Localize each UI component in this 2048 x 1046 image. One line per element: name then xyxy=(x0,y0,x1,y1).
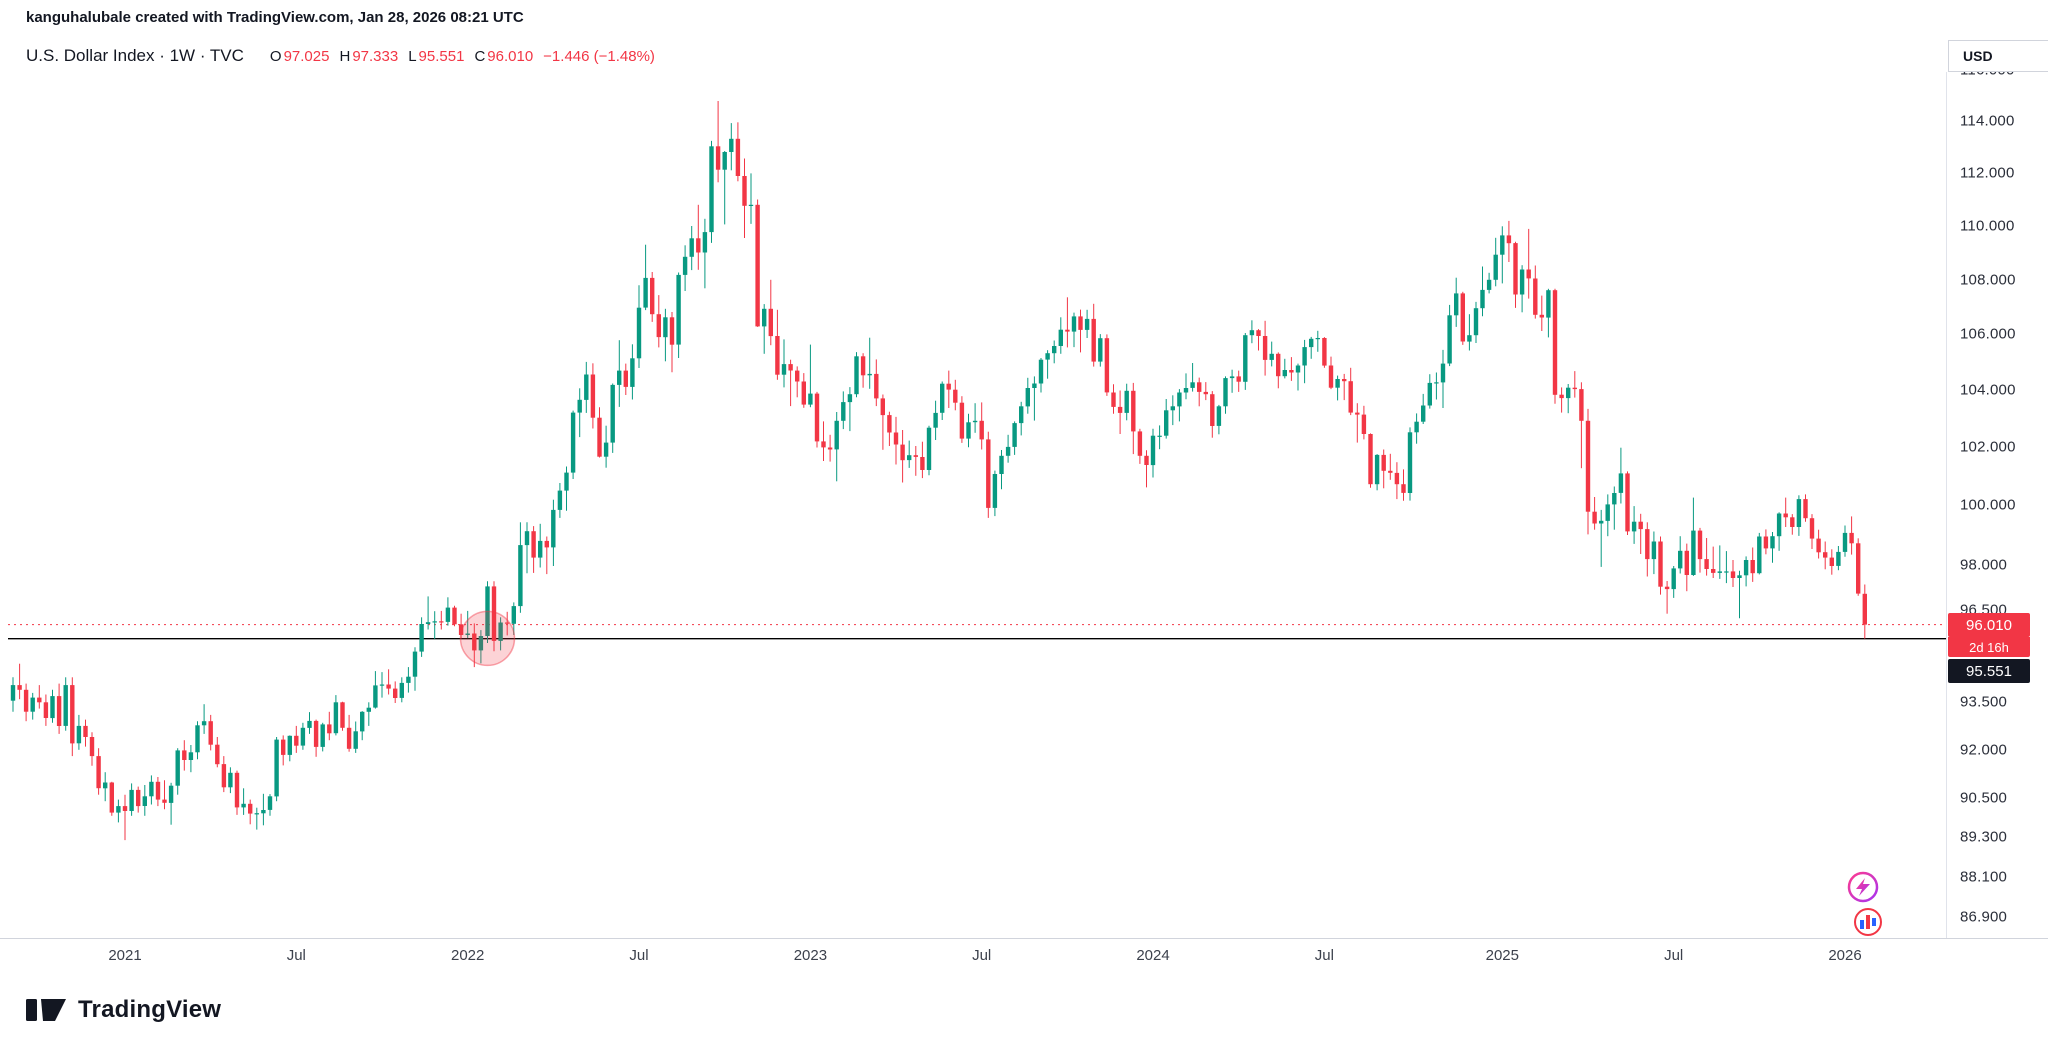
open-label: O xyxy=(269,47,282,65)
time-tick: 2021 xyxy=(108,947,142,964)
price-tick: 86.900 xyxy=(1960,908,2008,926)
horizontal-line-badge-text: 95.551 xyxy=(1966,662,2012,680)
brand-wordmark: TradingView xyxy=(78,996,222,1023)
time-axis-separator xyxy=(0,938,2048,939)
countdown-text: 2d 16h xyxy=(1969,639,2009,655)
price-scale-currency[interactable]: USD xyxy=(1948,40,2048,72)
time-tick: 2023 xyxy=(793,947,828,964)
attribution-text: kanguhalubale created with TradingView.c… xyxy=(26,9,524,26)
time-tick: 2022 xyxy=(451,947,485,964)
time-tick: 2026 xyxy=(1828,947,1862,964)
horizontal-line-badge: 95.551 xyxy=(1948,659,2030,683)
price-tick: 88.100 xyxy=(1960,868,2008,886)
time-tick: 2024 xyxy=(1136,947,1170,964)
time-tick: Jul xyxy=(1314,947,1334,964)
time-tick: Jul xyxy=(286,947,306,964)
price-tick: 98.000 xyxy=(1960,556,2008,573)
price-tick: 93.500 xyxy=(1960,693,2008,711)
price-tick: 89.300 xyxy=(1960,828,2008,846)
symbol-info-bar: U.S. Dollar Index · 1W · TVC O 97.025 H … xyxy=(26,40,655,72)
close-label: C xyxy=(474,47,486,65)
time-tick: Jul xyxy=(972,947,992,964)
current-price-badge-text: 96.010 xyxy=(1966,616,2012,634)
lightning-icon[interactable] xyxy=(1846,870,1880,904)
price-tick: 114.000 xyxy=(1960,112,2015,130)
candles xyxy=(10,101,1867,841)
time-tick: Jul xyxy=(629,947,649,964)
change-value: −1.446 (−1.48%) xyxy=(543,47,655,65)
price-tick: 106.000 xyxy=(1960,325,2016,343)
price-tick: 108.000 xyxy=(1960,271,2016,289)
low-value: 95.551 xyxy=(418,47,465,65)
price-tick: 102.000 xyxy=(1960,438,2016,456)
current-price-badge: 96.010 xyxy=(1948,613,2030,637)
time-tick: Jul xyxy=(1664,947,1684,964)
circle-annotation[interactable] xyxy=(459,610,516,667)
price-tick: 92.000 xyxy=(1960,741,2008,759)
high-value: 97.333 xyxy=(352,47,399,65)
price-tick: 90.500 xyxy=(1960,789,2008,807)
price-axis-separator xyxy=(1946,72,1947,938)
footer-brand[interactable]: TradingView xyxy=(24,992,221,1028)
candle-countdown-badge: 2d 16h xyxy=(1948,637,2030,657)
high-label: H xyxy=(339,47,351,65)
attribution-bar: kanguhalubale created with TradingView.c… xyxy=(26,9,524,26)
price-tick: 112.000 xyxy=(1960,164,2015,182)
price-tick: 100.000 xyxy=(1960,496,2016,514)
chart-sticker-icon[interactable] xyxy=(1852,906,1884,938)
time-tick: 2025 xyxy=(1485,947,1519,964)
symbol-title[interactable]: U.S. Dollar Index · 1W · TVC xyxy=(26,46,244,65)
close-value: 96.010 xyxy=(487,47,534,65)
low-label: L xyxy=(408,47,417,65)
tradingview-logo-icon xyxy=(26,999,66,1021)
currency-label: USD xyxy=(1963,48,1993,64)
price-tick: 110.000 xyxy=(1960,217,2015,235)
price-tick: 104.000 xyxy=(1960,381,2016,399)
ohlc-readout: O 97.025 H 97.333 L 95.551 C 96.010 −1.4… xyxy=(260,48,655,65)
open-value: 97.025 xyxy=(283,47,330,65)
